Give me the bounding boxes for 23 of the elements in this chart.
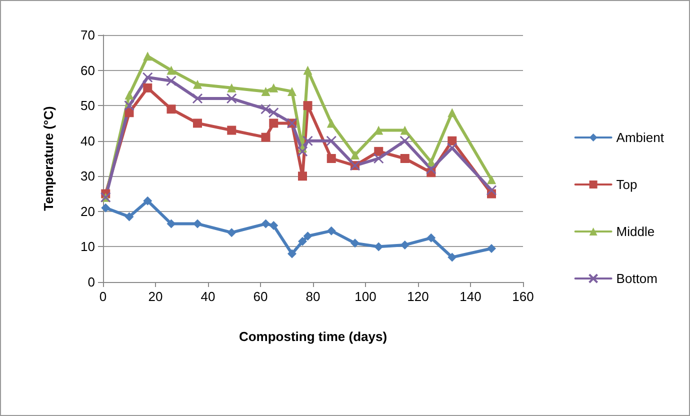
legend-label: Ambient xyxy=(616,130,664,145)
y-tick-label: 60 xyxy=(80,62,95,78)
y-axis-title: Temperature (°C) xyxy=(41,106,56,211)
legend-label: Middle xyxy=(616,224,655,239)
y-tick-label: 70 xyxy=(80,28,95,42)
y-tick-label: 10 xyxy=(80,239,95,254)
x-tick-label: 80 xyxy=(306,289,320,304)
x-tick-label: 60 xyxy=(253,289,268,304)
x-tick-label: 20 xyxy=(148,289,163,304)
x-tick-label: 0 xyxy=(99,289,107,304)
y-tick-label: 20 xyxy=(80,204,95,219)
x-axis-title: Composting time (days) xyxy=(238,329,388,344)
x-tick-label: 160 xyxy=(512,289,534,304)
y-tick-label: 40 xyxy=(80,133,95,148)
x-tick-label: 120 xyxy=(407,289,429,304)
y-tick-label: 0 xyxy=(88,274,95,290)
legend-label: Top xyxy=(616,177,638,192)
x-tick-label: 140 xyxy=(460,289,482,304)
x-tick-label: 40 xyxy=(200,289,216,304)
legend-label: Bottom xyxy=(616,271,658,286)
y-tick-label: 30 xyxy=(80,168,95,184)
y-tick-label: 50 xyxy=(80,98,95,114)
x-tick-label: 100 xyxy=(354,289,376,304)
